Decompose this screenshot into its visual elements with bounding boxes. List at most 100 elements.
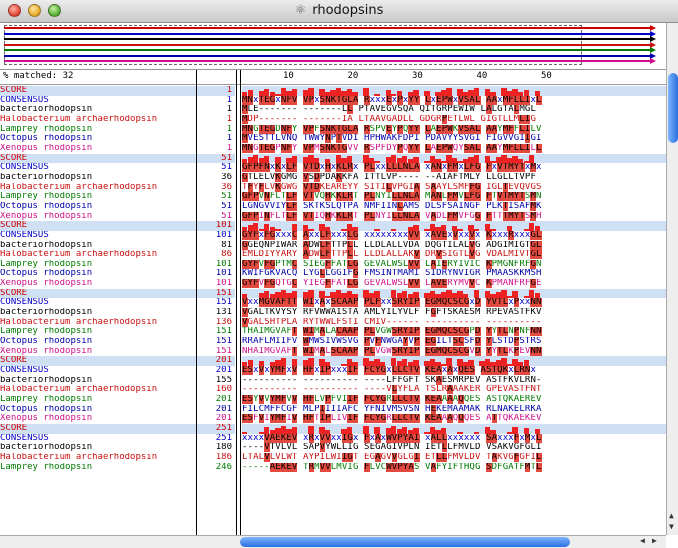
sequence-start-number: 186 — [215, 452, 232, 462]
sequence-name[interactable]: Xenopus rhodopsin — [0, 211, 93, 221]
sequence-name[interactable]: CONSENSUS — [0, 230, 49, 240]
sequence-name[interactable]: bacteriorhodopsin — [0, 308, 93, 318]
score-row-label[interactable]: SCORE — [0, 221, 196, 231]
score-bar — [473, 155, 480, 164]
scroll-up-arrow-icon[interactable]: ▲ — [669, 511, 674, 520]
window-title: ⚛ rhodopsins — [0, 3, 678, 18]
scroll-down-arrow-icon[interactable]: ▼ — [669, 522, 674, 531]
score-bar — [473, 228, 480, 231]
sequence-name[interactable]: Halobacterium archaerhodopsin — [0, 385, 158, 395]
sequence-name[interactable]: Xenopus rhodopsin — [0, 279, 93, 289]
sequence-name[interactable]: Lamprey rhodopsin — [0, 462, 93, 472]
sequence-name[interactable]: CONSENSUS — [0, 163, 49, 173]
sequence-name[interactable]: CONSENSUS — [0, 95, 49, 105]
sequence-start-number: 101 — [215, 230, 232, 240]
score-row-label[interactable]: SCORE — [0, 153, 196, 164]
score-row-label[interactable]: SCORE — [0, 86, 196, 96]
names-divider[interactable] — [196, 70, 197, 538]
overview-sequence-line — [4, 60, 652, 62]
sequence-start-number: 101 — [215, 279, 232, 289]
sequence-name[interactable]: Halobacterium archaerhodopsin — [0, 114, 158, 124]
sequence-name[interactable]: CONSENSUS — [0, 298, 49, 308]
sequence-name[interactable]: Halobacterium archaerhodopsin — [0, 182, 158, 192]
score-bar — [407, 159, 413, 164]
minimize-button[interactable] — [28, 4, 41, 17]
score-bar — [308, 425, 314, 434]
overview-sequence-line — [4, 49, 652, 51]
score-bar — [308, 87, 314, 96]
sequence-residues: ----VTVLVL SAPVYWLLIG SEGAGIVPLN IETLLFM… — [242, 443, 542, 453]
sequence-start-number: 101 — [197, 221, 235, 231]
score-bar — [440, 161, 447, 164]
sequence-start-number: 151 — [215, 337, 232, 347]
sequence-name[interactable]: Halobacterium archaerhodopsin — [0, 452, 158, 462]
score-bar — [446, 290, 452, 299]
sequence-name[interactable]: Octopus rhodopsin — [0, 337, 93, 347]
score-bar — [512, 291, 518, 299]
sequence-name[interactable]: Xenopus rhodopsin — [0, 346, 93, 356]
sequence-start-number: 131 — [215, 308, 232, 318]
sequence-name[interactable]: bacteriorhodopsin — [0, 240, 93, 250]
score-bar — [402, 156, 408, 164]
score-bar — [451, 225, 458, 231]
score-bar — [346, 156, 353, 164]
scroll-right-arrow-icon[interactable]: ▶ — [652, 536, 657, 545]
vertical-scrollbar[interactable]: ▲ ▼ — [666, 23, 678, 535]
sequence-name[interactable]: bacteriorhodopsin — [0, 105, 93, 115]
sequence-name[interactable]: Lamprey rhodopsin — [0, 124, 93, 134]
sequence-residues: EMLDIYYARY ADWLFTTPLL LLDLALLAKV DRVSIGT… — [242, 250, 542, 260]
numbers-divider[interactable] — [236, 70, 237, 538]
horizontal-scroll-thumb[interactable] — [240, 537, 570, 547]
close-button[interactable] — [8, 4, 21, 17]
score-bar — [258, 158, 264, 164]
sequence-start-number: 101 — [215, 259, 232, 269]
sequence-name[interactable]: bacteriorhodopsin — [0, 443, 93, 453]
score-bar — [374, 93, 380, 96]
sequence-name[interactable]: Lamprey rhodopsin — [0, 327, 93, 337]
score-bar — [484, 88, 491, 96]
horizontal-scrollbar[interactable]: ◀ ▶ — [0, 535, 666, 548]
score-bar — [451, 293, 458, 299]
score-row-label[interactable]: SCORE — [0, 356, 196, 367]
score-bar — [429, 156, 436, 164]
score-bar — [319, 359, 325, 367]
score-bar — [435, 91, 441, 96]
score-bar — [275, 360, 281, 367]
sequence-name[interactable]: Octopus rhodopsin — [0, 269, 93, 279]
sequence-name[interactable]: Halobacterium archaerhodopsin — [0, 317, 158, 327]
score-bar — [275, 292, 281, 299]
score-row-label[interactable]: SCORE — [0, 288, 196, 299]
sequence-name[interactable]: CONSENSUS — [0, 366, 49, 376]
score-bar — [258, 228, 264, 231]
alignment-overview[interactable] — [0, 23, 666, 70]
scroll-left-arrow-icon[interactable]: ◀ — [640, 536, 645, 545]
sequence-name[interactable]: Octopus rhodopsin — [0, 201, 93, 211]
sequence-name[interactable]: bacteriorhodopsin — [0, 172, 93, 182]
score-bar — [413, 292, 419, 299]
score-row-label[interactable]: SCORE — [0, 423, 196, 434]
sequence-start-number: 201 — [197, 356, 235, 367]
sequence-residues: MNGTEGDNFY VPFSNKTGLA RSPVEYPQYY LAEPWKV… — [242, 124, 542, 134]
score-bar — [291, 291, 298, 299]
sequence-name[interactable]: Lamprey rhodopsin — [0, 192, 93, 202]
sequence-name[interactable]: Octopus rhodopsin — [0, 404, 93, 414]
sequence-name[interactable]: bacteriorhodopsin — [0, 375, 93, 385]
sequence-name[interactable]: Octopus rhodopsin — [0, 134, 93, 144]
score-bar — [335, 155, 342, 164]
score-bar — [413, 89, 419, 96]
sequence-start-number: 151 — [215, 298, 232, 308]
sequence-name[interactable]: Xenopus rhodopsin — [0, 143, 93, 153]
vertical-scroll-thumb[interactable] — [668, 73, 678, 143]
sequence-name[interactable]: Lamprey rhodopsin — [0, 395, 93, 404]
sequence-names-column: SCORE CONSENSUS bacteriorhodopsin Halobacte… — [0, 86, 196, 536]
zoom-button[interactable] — [48, 4, 61, 17]
sequence-alignment-panel[interactable]: MNxTEGxNFV VPxSNKTGLA RxxxExPxYY LxEPWxV… — [242, 86, 666, 536]
sequence-start-number: 201 — [215, 414, 232, 424]
score-bar — [440, 364, 447, 367]
sequence-residues: MDP------- -------IA LTAAVGADLL GDGRPETL… — [242, 114, 536, 124]
sequence-name[interactable]: Lamprey rhodopsin — [0, 259, 93, 269]
sequence-name[interactable]: Halobacterium archaerhodopsin — [0, 250, 158, 260]
sequence-name[interactable]: Xenopus rhodopsin — [0, 414, 93, 424]
sequence-name[interactable]: CONSENSUS — [0, 433, 49, 443]
sequence-start-number: 201 — [215, 395, 232, 404]
